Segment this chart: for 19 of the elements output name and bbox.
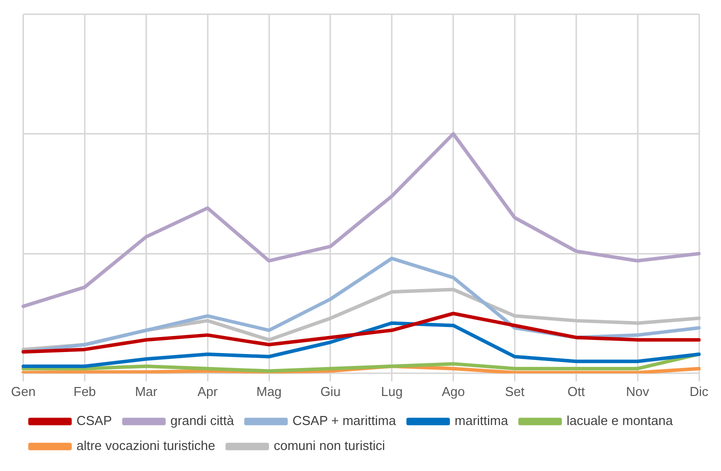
x-tick-label: Dic (690, 384, 709, 399)
x-tick-label: Apr (197, 384, 218, 399)
x-tick-label: Giu (320, 384, 341, 399)
legend-label: CSAP (76, 413, 112, 428)
x-tick-label: Lug (381, 384, 403, 399)
x-tick-label: Feb (74, 384, 96, 399)
x-tick-label: Set (504, 384, 525, 399)
legend-label: grandi città (170, 413, 235, 428)
x-tick-label: Nov (626, 384, 650, 399)
x-tick-label: Mar (134, 384, 158, 399)
legend-label: comuni non turistici (274, 438, 386, 454)
legend-label: altre vocazioni turistiche (76, 438, 216, 454)
x-tick-label: Ago (442, 384, 465, 399)
x-tick-label: Mag (256, 384, 282, 399)
legend-label: marittima (454, 413, 509, 428)
legend-label: CSAP + marittima (292, 413, 397, 428)
x-tick-label: Gen (10, 384, 36, 399)
x-tick-label: Ott (567, 384, 586, 399)
legend-label: lacuale e montana (566, 413, 674, 428)
